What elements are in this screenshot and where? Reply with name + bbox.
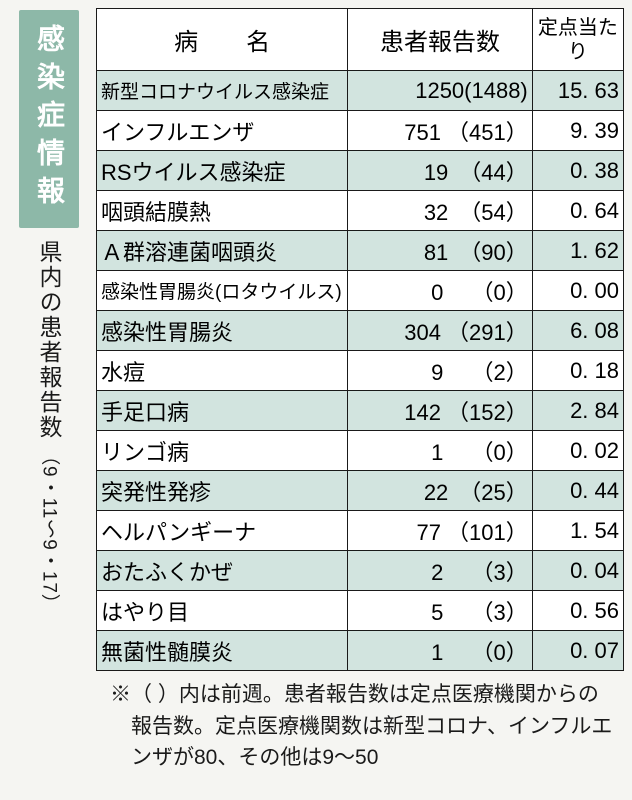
per-point: 0. 04: [532, 551, 623, 591]
disease-name: 感染性胃腸炎: [97, 311, 348, 351]
per-point: 0. 07: [532, 631, 623, 671]
table-row: 無菌性髄膜炎1 （0）0. 07: [97, 631, 624, 671]
disease-table: 病 名 患者報告数 定点当たり 新型コロナウイルス感染症1250(1488)15…: [96, 8, 624, 671]
table-wrap: 病 名 患者報告数 定点当たり 新型コロナウイルス感染症1250(1488)15…: [96, 8, 624, 774]
patient-count: 1250(1488): [348, 71, 532, 111]
date-range: （9・11〜9・17）: [36, 446, 63, 614]
table-row: おたふくかぜ2 （3）0. 04: [97, 551, 624, 591]
disease-name: ヘルパンギーナ: [97, 511, 348, 551]
table-row: RSウイルス感染症19 （44）0. 38: [97, 151, 624, 191]
header-per: 定点当たり: [532, 9, 623, 71]
per-point: 2. 84: [532, 391, 623, 431]
table-header-row: 病 名 患者報告数 定点当たり: [97, 9, 624, 71]
page-container: 感染症情報 県内の患者報告数 （9・11〜9・17） 病 名 患者報告数 定点当…: [8, 8, 624, 774]
per-point: 1. 62: [532, 231, 623, 271]
patient-count: 9 （2）: [348, 351, 532, 391]
per-point: 1. 54: [532, 511, 623, 551]
footnote: ※（ ）内は前週。患者報告数は定点医療機関からの報告数。定点医療機関数は新型コロ…: [117, 679, 624, 774]
patient-count: 142 （152）: [348, 391, 532, 431]
patient-count: 1 （0）: [348, 631, 532, 671]
per-point: 15. 63: [532, 71, 623, 111]
patient-count: 81 （90）: [348, 231, 532, 271]
patient-count: 22 （25）: [348, 471, 532, 511]
patient-count: 751 （451）: [348, 111, 532, 151]
patient-count: 19 （44）: [348, 151, 532, 191]
per-point: 0. 64: [532, 191, 623, 231]
left-column: 感染症情報 県内の患者報告数 （9・11〜9・17）: [8, 8, 90, 614]
disease-name: はやり目: [97, 591, 348, 631]
disease-name: 新型コロナウイルス感染症: [97, 71, 348, 111]
table-row: 突発性発疹22 （25）0. 44: [97, 471, 624, 511]
per-point: 9. 39: [532, 111, 623, 151]
disease-name: 無菌性髄膜炎: [97, 631, 348, 671]
disease-name: RSウイルス感染症: [97, 151, 348, 191]
patient-count: 1 （0）: [348, 431, 532, 471]
table-row: 感染性胃腸炎(ロタウイルス)0 （0）0. 00: [97, 271, 624, 311]
header-count: 患者報告数: [348, 9, 532, 71]
disease-name: 水痘: [97, 351, 348, 391]
disease-name: おたふくかぜ: [97, 551, 348, 591]
table-row: 感染性胃腸炎304 （291）6. 08: [97, 311, 624, 351]
patient-count: 77 （101）: [348, 511, 532, 551]
banner-title: 感染症情報: [19, 10, 79, 228]
patient-count: 0 （0）: [348, 271, 532, 311]
table-row: 咽頭結膜熱32 （54）0. 64: [97, 191, 624, 231]
disease-name: 手足口病: [97, 391, 348, 431]
table-row: はやり目5 （3）0. 56: [97, 591, 624, 631]
table-body: 新型コロナウイルス感染症1250(1488)15. 63インフルエンザ751 （…: [97, 71, 624, 671]
table-row: リンゴ病1 （0）0. 02: [97, 431, 624, 471]
table-row: Ａ群溶連菌咽頭炎81 （90）1. 62: [97, 231, 624, 271]
patient-count: 32 （54）: [348, 191, 532, 231]
per-point: 0. 18: [532, 351, 623, 391]
per-point: 0. 56: [532, 591, 623, 631]
disease-name: 突発性発疹: [97, 471, 348, 511]
subtitle: 県内の患者報告数: [32, 240, 66, 440]
patient-count: 5 （3）: [348, 591, 532, 631]
disease-name: 咽頭結膜熱: [97, 191, 348, 231]
disease-name: Ａ群溶連菌咽頭炎: [97, 231, 348, 271]
patient-count: 2 （3）: [348, 551, 532, 591]
header-name: 病 名: [97, 9, 348, 71]
patient-count: 304 （291）: [348, 311, 532, 351]
table-row: インフルエンザ751 （451）9. 39: [97, 111, 624, 151]
per-point: 6. 08: [532, 311, 623, 351]
per-point: 0. 44: [532, 471, 623, 511]
table-row: ヘルパンギーナ77 （101）1. 54: [97, 511, 624, 551]
per-point: 0. 38: [532, 151, 623, 191]
per-point: 0. 02: [532, 431, 623, 471]
table-row: 手足口病142 （152）2. 84: [97, 391, 624, 431]
table-row: 水痘9 （2）0. 18: [97, 351, 624, 391]
disease-name: リンゴ病: [97, 431, 348, 471]
disease-name: 感染性胃腸炎(ロタウイルス): [97, 271, 348, 311]
disease-name: インフルエンザ: [97, 111, 348, 151]
table-row: 新型コロナウイルス感染症1250(1488)15. 63: [97, 71, 624, 111]
per-point: 0. 00: [532, 271, 623, 311]
